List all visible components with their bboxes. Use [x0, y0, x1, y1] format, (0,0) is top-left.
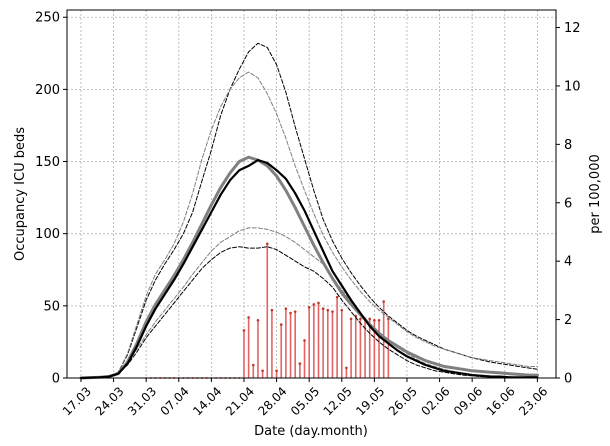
series-line-black-solid [79, 159, 539, 380]
plot-frame [66, 9, 557, 379]
series-line-gray-solid [79, 155, 539, 380]
y2-axis-label: per 100,000 [588, 154, 603, 234]
daily-bar-marker [261, 369, 264, 373]
series-line-gray-dashed [80, 71, 538, 379]
daily-bar-marker [265, 242, 269, 246]
daily-bar-marker [242, 329, 246, 332]
daily-bar-marker [312, 303, 316, 306]
y2-tick-label: 6 [564, 196, 572, 211]
daily-bar-marker [289, 311, 292, 315]
y2-tick-label: 8 [564, 138, 572, 153]
daily-bar-marker [321, 307, 325, 311]
daily-bar-marker [331, 310, 334, 313]
daily-bar-marker [275, 369, 278, 373]
series-line-black-dashed [80, 246, 538, 379]
daily-bar-marker [345, 366, 348, 370]
daily-bar-marker [293, 310, 297, 313]
y2-tick-label: 10 [564, 79, 581, 94]
daily-bar-marker [270, 308, 274, 312]
daily-bar-marker [298, 362, 302, 365]
y2-tick-label: 12 [564, 21, 581, 36]
y-tick-label: 200 [35, 83, 60, 98]
y-tick-label: 100 [35, 227, 60, 242]
y-tick-label: 250 [35, 11, 60, 26]
daily-bar-marker [326, 308, 330, 312]
daily-bar-marker [373, 318, 376, 322]
y2-tick-label: 2 [564, 313, 572, 328]
y-axis-label: Occupancy ICU beds [13, 127, 28, 261]
y2-tick-label: 4 [564, 255, 572, 270]
daily-bar-marker [359, 317, 362, 321]
daily-bar-marker [349, 317, 353, 321]
daily-bar-marker [247, 316, 250, 319]
daily-bar-marker [368, 317, 372, 321]
daily-bar-marker [335, 295, 339, 299]
x-axis-label: Date (day.month) [254, 424, 368, 439]
daily-bar-marker [279, 323, 283, 326]
daily-bar-marker [317, 301, 320, 305]
daily-bar-marker [340, 308, 344, 312]
daily-bar-marker [284, 307, 288, 311]
y-tick-label: 50 [43, 299, 60, 314]
daily-bar-marker [382, 300, 385, 303]
y-tick-label: 0 [52, 372, 60, 387]
y2-tick-label: 0 [564, 372, 572, 387]
y-tick-label: 150 [35, 155, 60, 170]
daily-bar-marker [256, 318, 260, 322]
daily-bar-marker [251, 363, 255, 367]
daily-bar-marker [303, 339, 306, 342]
daily-bar-marker [307, 305, 311, 309]
daily-bar-marker [377, 318, 381, 322]
